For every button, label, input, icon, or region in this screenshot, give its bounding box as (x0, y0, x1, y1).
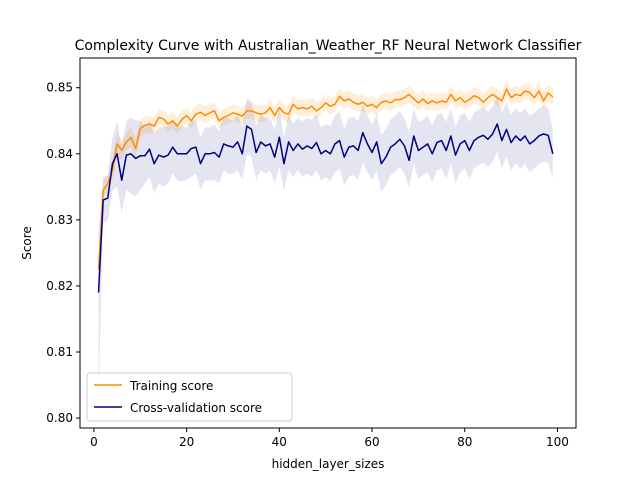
y-tick-label: 0.82 (46, 279, 73, 293)
chart-title: Complexity Curve with Australian_Weather… (75, 38, 582, 54)
legend-label-training: Training score (129, 379, 213, 393)
confidence-bands (98, 80, 553, 399)
x-axis-ticks: 0 20 40 60 80 100 (90, 428, 569, 449)
series-lines (97, 88, 554, 293)
y-tick-label: 0.85 (46, 81, 73, 95)
y-tick-label: 0.84 (46, 147, 73, 161)
line-cross-validation (97, 123, 554, 293)
line-training (97, 88, 554, 270)
x-tick-label: 60 (364, 435, 379, 449)
legend: Training score Cross-validation score (86, 372, 293, 422)
x-tick-label: 80 (457, 435, 472, 449)
y-tick-label: 0.80 (46, 411, 73, 425)
legend-label-cross-validation: Cross-validation score (130, 401, 262, 415)
x-tick-label: 20 (179, 435, 194, 449)
y-axis-label: Score (20, 226, 34, 260)
legend-box (86, 372, 293, 422)
y-axis-ticks: 0.80 0.81 0.82 0.83 0.84 0.85 (46, 81, 80, 425)
x-tick-label: 40 (272, 435, 287, 449)
x-axis-label: hidden_layer_sizes (272, 457, 385, 471)
x-tick-label: 100 (546, 435, 569, 449)
x-tick-label: 0 (90, 435, 98, 449)
y-tick-label: 0.81 (46, 345, 73, 359)
band-cross-validation (98, 96, 553, 399)
plot-frame (79, 57, 577, 429)
y-tick-label: 0.83 (46, 213, 73, 227)
